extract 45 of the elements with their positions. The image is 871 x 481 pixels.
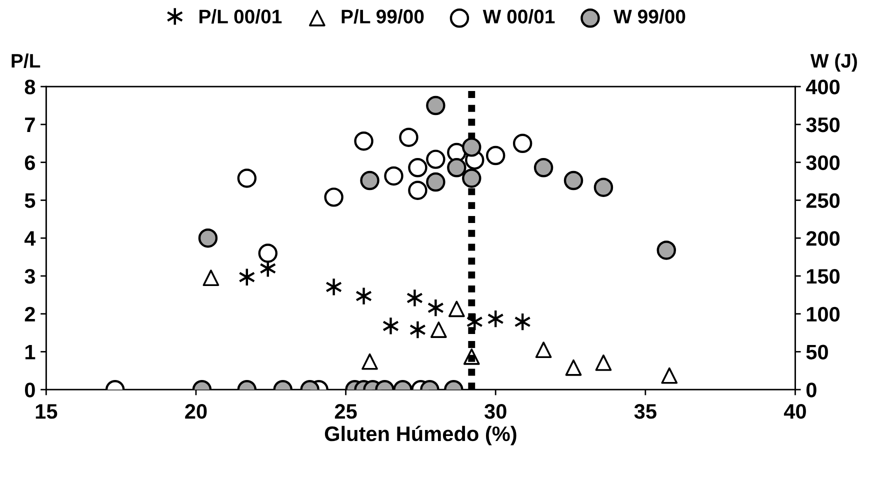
y2-tick-label: 150 [806,268,840,284]
point [202,270,220,286]
y2-tick-label: 350 [806,117,840,132]
y-tick-label: 0 [24,382,35,398]
y-tick-label: 3 [24,268,35,284]
legend-label: W 99/00 [614,9,686,24]
y-tick-label: 7 [25,118,35,132]
y2-tick-label: 100 [806,306,840,322]
y2-tick-label: 250 [806,193,840,208]
point [325,278,342,296]
y2-axis-title: W (J) [810,53,857,72]
legend-label: W 00/01 [482,9,555,24]
point [362,353,378,370]
y-tick-label: 6 [24,155,35,170]
point [409,320,426,340]
y-axis-title: P/L [12,53,40,68]
point [448,300,465,318]
y-tick-label: 1 [25,344,36,360]
legend-label: P/L 00/01 [200,9,282,24]
point [661,367,678,384]
x-axis-title: Gluten Húmedo (%) [324,426,516,446]
y-tick-label: 8 [24,80,36,94]
point [355,286,372,306]
y2-tick-label: 0 [806,382,816,398]
x-tick-label: 20 [185,404,207,419]
point [430,322,447,338]
y2-tick-label: 400 [806,80,840,94]
x-tick-label: 40 [784,404,806,419]
point [382,316,400,336]
x-tick-label: 15 [36,404,58,419]
y2-tick-label: 50 [806,344,828,360]
point [406,288,424,308]
y2-tick-label: 300 [806,155,840,170]
x-tick-label: 35 [634,404,656,419]
y-tick-label: 4 [24,231,36,246]
point [565,359,582,376]
y2-tick-label: 200 [806,231,840,246]
x-tick-label: 25 [334,404,357,419]
y-tick-label: 5 [24,193,36,208]
x-tick-label: 30 [484,404,506,419]
point [595,354,612,371]
legend-label: P/L 99/00 [342,9,424,24]
point [427,298,444,318]
point [535,342,552,358]
y-tick-label: 2 [24,306,35,322]
